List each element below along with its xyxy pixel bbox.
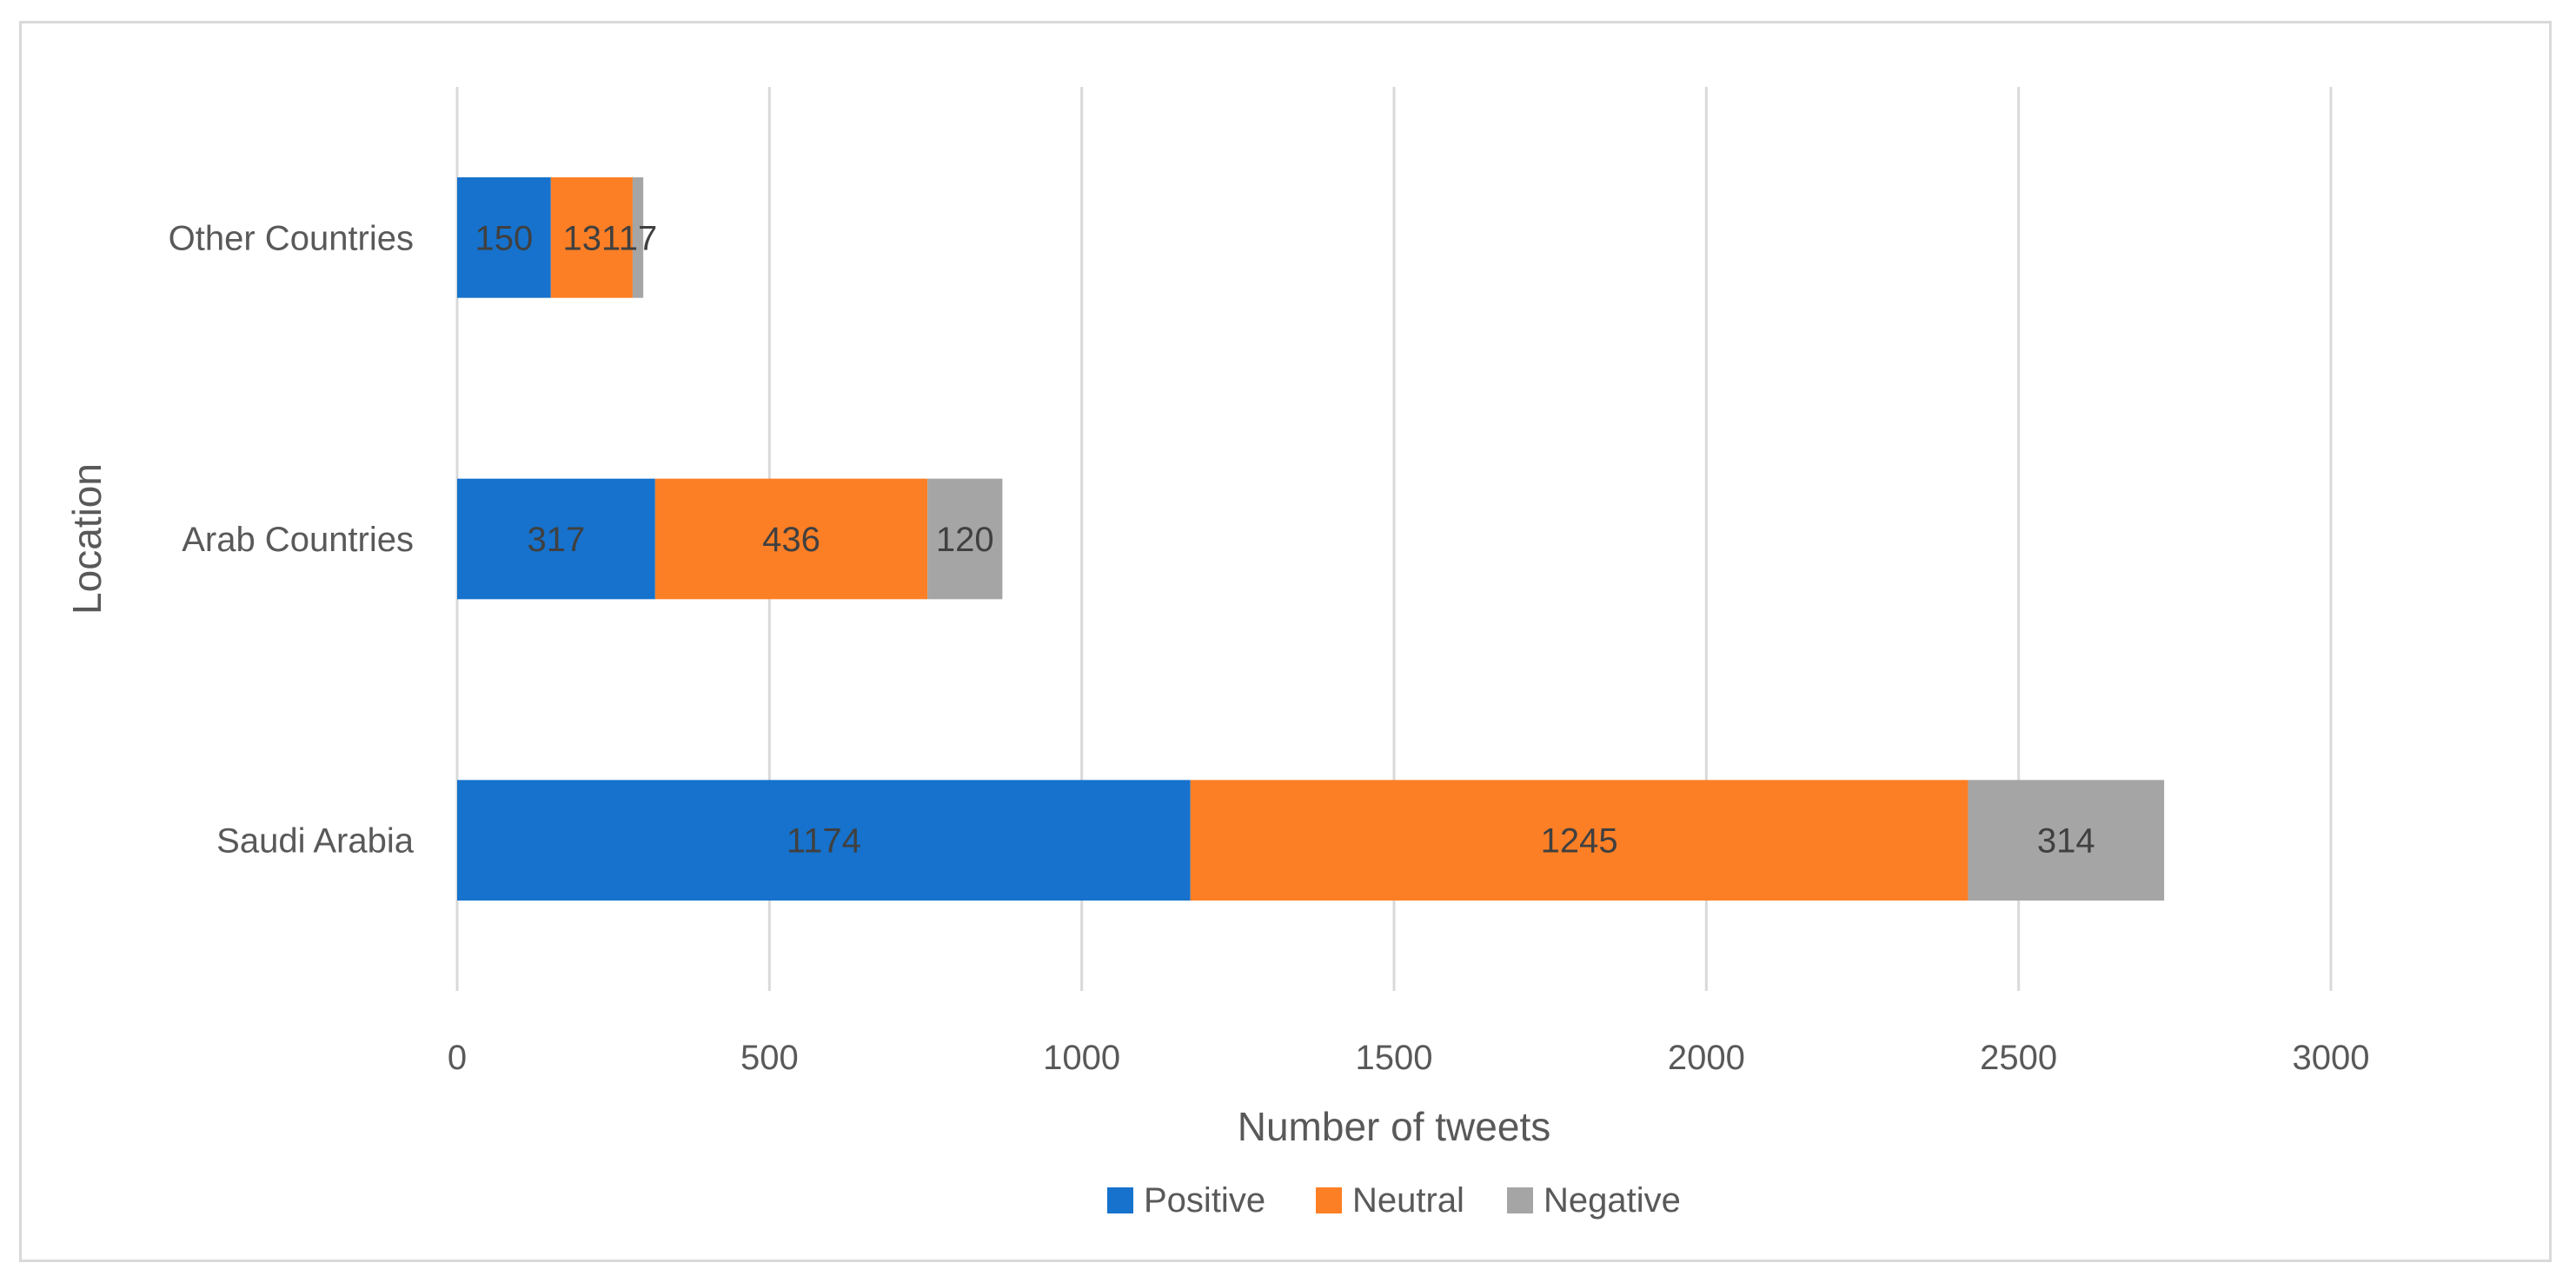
category-labels: Other Countries Arab Countries Saudi Arabi…	[169, 219, 415, 860]
x-tick-label: 2000	[1668, 1039, 1745, 1077]
legend-label: Positive	[1144, 1181, 1265, 1220]
legend-swatch	[1107, 1187, 1133, 1213]
x-tick-label: 3000	[2293, 1039, 2370, 1077]
data-label: 1245	[1541, 822, 1618, 861]
legend-label: Negative	[1544, 1181, 1681, 1220]
legend-label: Neutral	[1352, 1181, 1464, 1220]
category-label: Saudi Arabia	[216, 822, 415, 861]
data-label: 317	[528, 521, 586, 559]
x-tick-label: 1000	[1043, 1039, 1120, 1077]
x-tick-labels: 0 500 1000 1500 2000 2500 3000	[448, 1039, 2370, 1077]
legend-swatch	[1316, 1187, 1342, 1213]
x-tick-label: 1500	[1356, 1039, 1433, 1077]
data-label: 150	[475, 219, 534, 257]
bar-negative	[1968, 780, 2165, 901]
data-label: 436	[762, 521, 820, 559]
bar-positive	[457, 780, 1191, 901]
x-axis-title: Number of tweets	[1238, 1104, 1550, 1149]
chart-frame	[19, 21, 2552, 1262]
y-axis-title: Location	[64, 463, 110, 615]
data-label: 314	[2037, 822, 2095, 861]
data-label: 17	[619, 219, 658, 257]
data-label: 1174	[787, 822, 861, 861]
category-label: Arab Countries	[182, 521, 414, 559]
bar-neutral	[654, 478, 928, 600]
legend: Positive Neutral Negative	[1107, 1181, 1681, 1220]
bar-neutral	[550, 177, 633, 298]
legend-swatch	[1507, 1187, 1533, 1213]
data-label: 120	[936, 521, 994, 559]
bar-negative	[632, 177, 644, 298]
data-label: 131	[562, 219, 621, 257]
bar-positive	[457, 478, 655, 600]
bar-negative	[927, 478, 1003, 600]
bar-positive	[457, 177, 551, 298]
x-tick-label: 2500	[1980, 1039, 2057, 1077]
category-label: Other Countries	[169, 219, 414, 257]
x-tick-label: 0	[448, 1039, 467, 1077]
x-tick-label: 500	[740, 1039, 799, 1077]
bar-neutral	[1190, 780, 1969, 901]
